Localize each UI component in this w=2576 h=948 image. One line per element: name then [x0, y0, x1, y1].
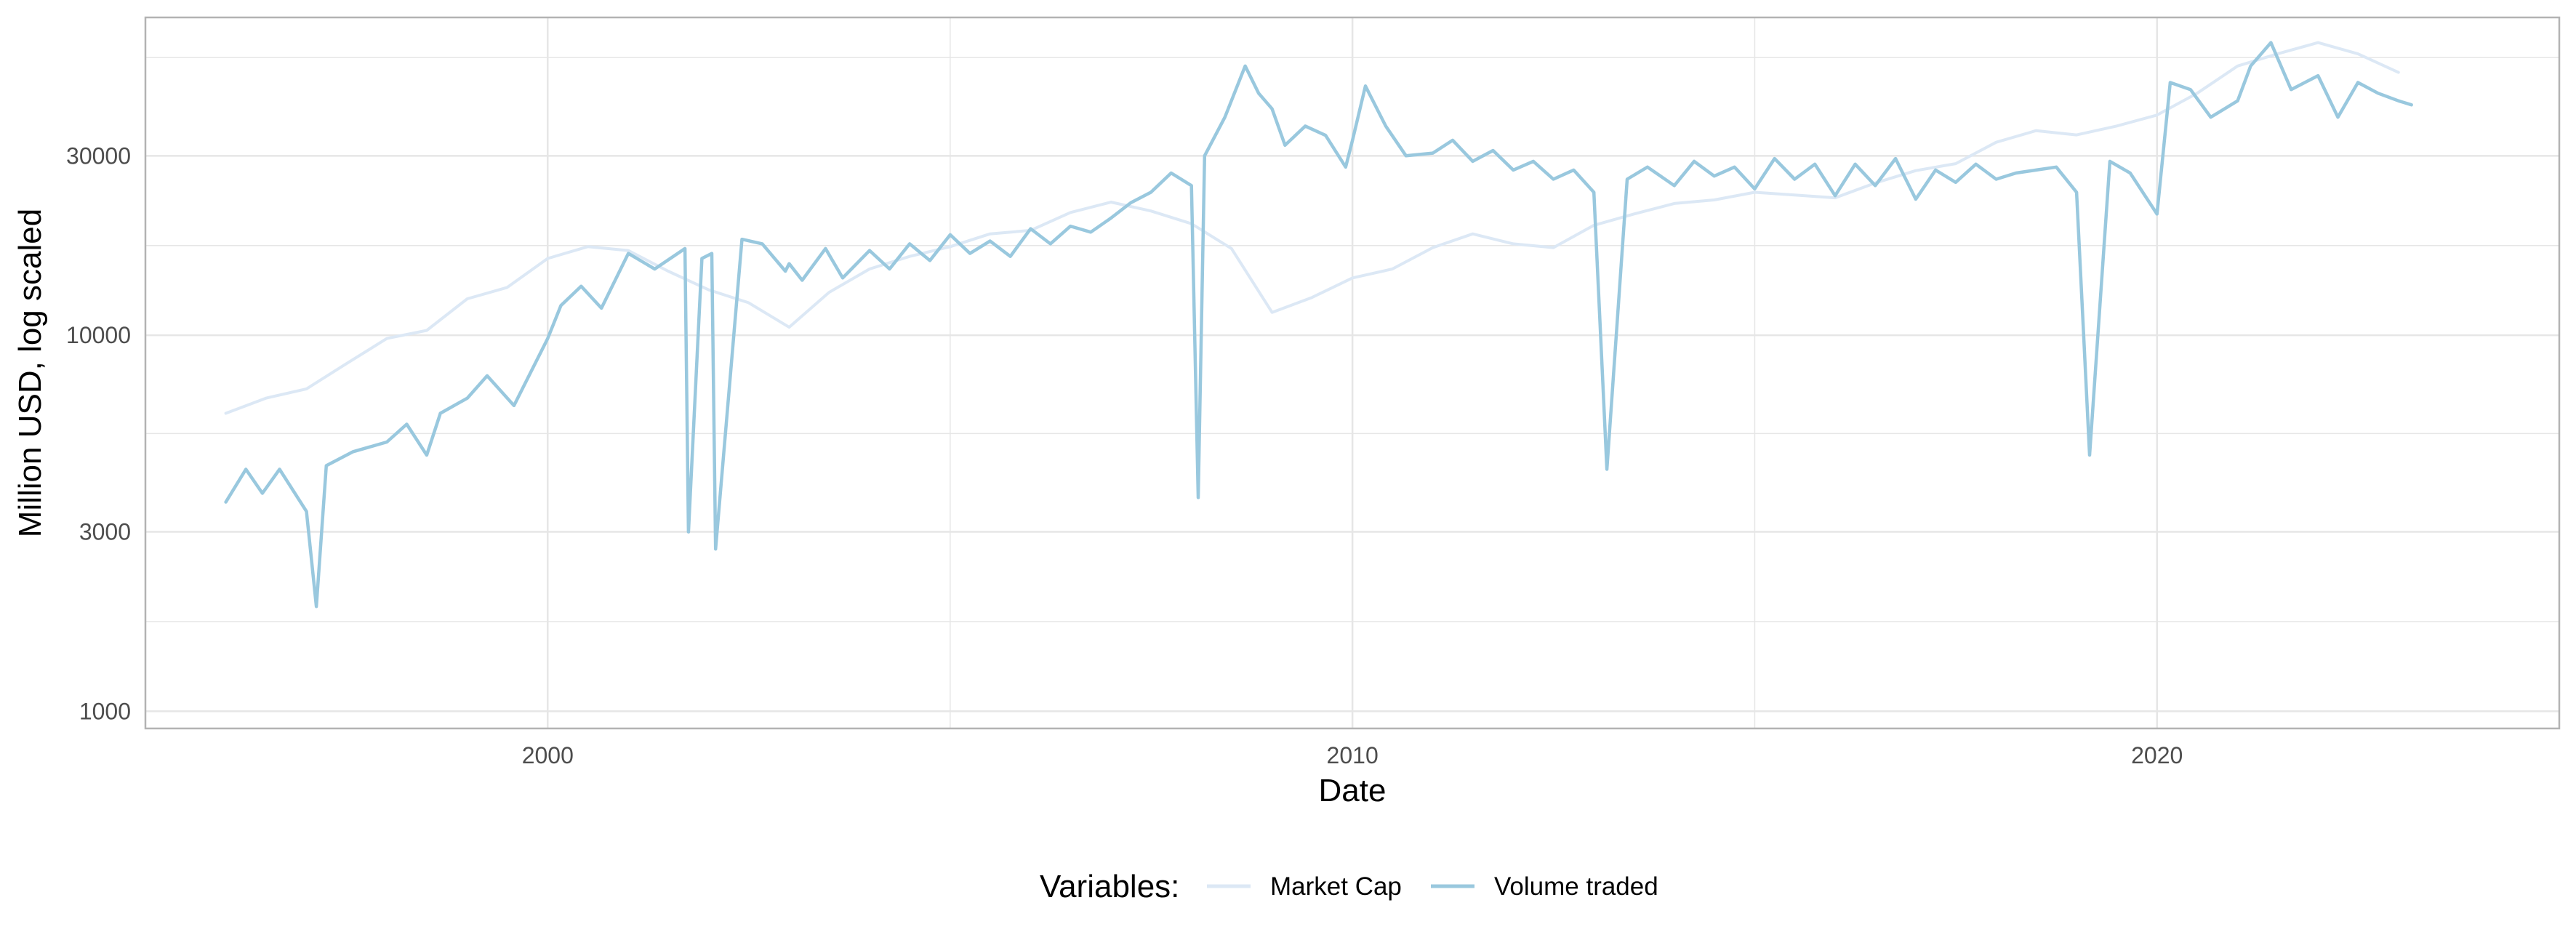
y-axis-title: Million USD, log scaled [12, 209, 48, 537]
y-tick-label: 3000 [79, 519, 131, 545]
legend-label-market-cap: Market Cap [1270, 872, 1402, 901]
x-tick-label: 2020 [2131, 742, 2183, 768]
legend-title: Variables: [1040, 869, 1179, 904]
y-tick-labels: 1000 3000 10000 30000 [66, 142, 131, 724]
x-axis-title: Date [1319, 773, 1387, 808]
legend: Variables: Market Cap Volume traded [1040, 869, 1658, 904]
y-tick-label: 1000 [79, 698, 131, 724]
y-tick-label: 30000 [66, 142, 131, 169]
x-tick-label: 2010 [1327, 742, 1379, 768]
x-tick-label: 2000 [522, 742, 574, 768]
y-tick-label: 10000 [66, 322, 131, 348]
legend-label-volume-traded: Volume traded [1494, 872, 1658, 901]
x-tick-labels: 2000 2010 2020 [522, 742, 2183, 768]
